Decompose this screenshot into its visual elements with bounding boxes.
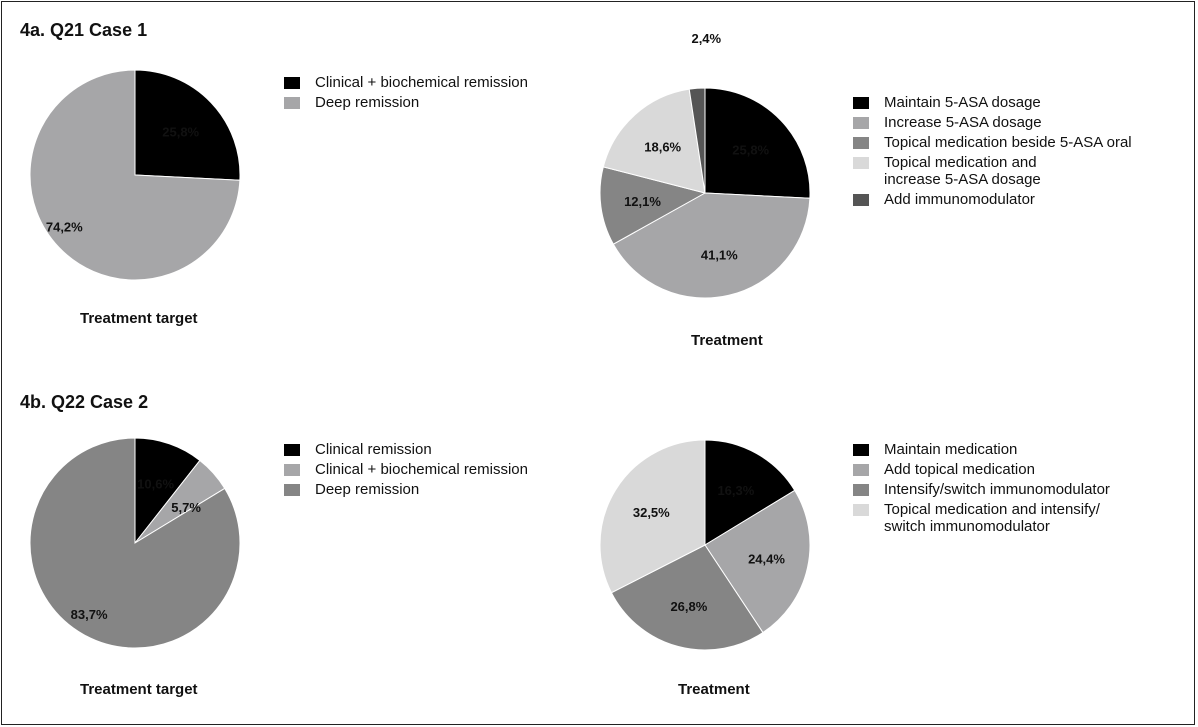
slice-label-topical-medication-and-intensify-switch-immunomodulator: 32,5% (633, 505, 670, 520)
legend-item-clinical-remission: Clinical remission (284, 441, 528, 458)
slice-label-topical-medication-and-increase-5-asa-dosage: 18,6% (644, 139, 681, 154)
legend-swatch (853, 484, 869, 496)
legend-item-add-topical-medication: Add topical medication (853, 461, 1110, 478)
slice-label-intensify-switch-immunomodulator: 26,8% (670, 599, 707, 614)
legend-swatch (284, 97, 300, 109)
legend-item-deep-remission: Deep remission (284, 481, 528, 498)
section-title-4a: 4a. Q21 Case 1 (20, 20, 148, 40)
pie-slice-topical-medication-and-increase-5-asa-dosage (602, 88, 706, 194)
pie-chart-4a-treatment-target: 25,8% 74,2% (29, 69, 241, 281)
legend-item-topical-medication-beside-5-asa-oral: Topical medication beside 5-ASA oral (853, 134, 1132, 151)
chart-caption-4b-left: Treatment target (80, 681, 198, 698)
legend-item-intensify-switch-immunomodulator: Intensify/switch immunomodulator (853, 481, 1110, 498)
pie-chart-4a-treatment: 25,8% 41,1% 12,1% 18,6% 2,4% (599, 31, 811, 299)
legend-swatch (853, 157, 869, 169)
legend-item-deep-remission: Deep remission (284, 94, 528, 111)
pie-slice-clinical-remission (134, 437, 201, 545)
pie-slice-topical-medication-and-intensify-switch-immunomodulator (599, 439, 706, 594)
legend-item-add-immunomodulator: Add immunomodulator (853, 191, 1132, 208)
legend-item-topical-medication-and-increase-5-asa-dosage: Topical medication and increase 5-ASA do… (853, 154, 1132, 188)
legend-label: Deep remission (315, 94, 420, 111)
chart-caption-4b-right: Treatment (678, 681, 750, 698)
legend-label: Clinical remission (315, 441, 432, 458)
legend-swatch (853, 137, 869, 149)
legend-swatch (853, 194, 869, 206)
legend-label: Topical medication and intensify/ switch… (884, 501, 1100, 535)
slice-label-increase-5-asa-dosage: 41,1% (701, 247, 738, 262)
legend-swatch (284, 444, 300, 456)
pie-chart-4b-treatment-target: 10,6% 5,7% 83,7% (29, 437, 241, 649)
pie-slice-maintain-5-asa-dosage (704, 87, 811, 199)
legend-swatch (853, 504, 869, 516)
legend-label: Intensify/switch immunomodulator (884, 481, 1110, 498)
section-title-4b: 4b. Q22 Case 2 (20, 392, 149, 412)
legend-swatch (284, 484, 300, 496)
slice-label-clinical-remission: 10,6% (137, 477, 174, 492)
legend-label: Increase 5-ASA dosage (884, 114, 1042, 131)
pie-chart-4b-treatment: 16,3% 24,4% 26,8% 32,5% (599, 439, 811, 651)
legend-swatch (853, 444, 869, 456)
legend-4a-right: Maintain 5-ASA dosage Increase 5-ASA dosa… (853, 94, 1132, 211)
legend-label: Deep remission (315, 481, 420, 498)
pie-slice-add-topical-medication (704, 489, 811, 634)
pie-slice-topical-medication-beside-5-asa-oral (599, 166, 707, 245)
legend-item-maintain-5-asa-dosage: Maintain 5-ASA dosage (853, 94, 1132, 111)
legend-label: Topical medication beside 5-ASA oral (884, 134, 1132, 151)
slice-label-add-immunomodulator: 2,4% (691, 31, 721, 46)
slice-label-deep-remission: 74,2% (46, 219, 83, 234)
legend-item-topical-medication-and-intensify-switch-immunomodulator: Topical medication and intensify/ switch… (853, 501, 1110, 535)
legend-label: Add immunomodulator (884, 191, 1035, 208)
legend-swatch (853, 97, 869, 109)
slice-label-add-topical-medication: 24,4% (748, 552, 785, 567)
legend-item-clinical-biochemical-remission: Clinical + biochemical remission (284, 74, 528, 91)
slice-label-maintain-5-asa-dosage: 25,8% (732, 143, 769, 158)
pie-slice-deep-remission (29, 69, 241, 281)
legend-label: Clinical + biochemical remission (315, 461, 528, 478)
slice-label-topical-medication-beside-5-asa-oral: 12,1% (624, 194, 661, 209)
legend-item-maintain-medication: Maintain medication (853, 441, 1110, 458)
legend-item-increase-5-asa-dosage: Increase 5-ASA dosage (853, 114, 1132, 131)
chart-caption-4a-left: Treatment target (80, 310, 198, 327)
slice-label-clinical-biochemical-remission: 5,7% (171, 500, 201, 515)
pie-slice-clinical-biochemical-remission (134, 69, 241, 181)
pie-slice-maintain-medication (704, 439, 796, 546)
legend-swatch (284, 77, 300, 89)
legend-label: Maintain 5-ASA dosage (884, 94, 1041, 111)
legend-label: Maintain medication (884, 441, 1018, 458)
legend-swatch (284, 464, 300, 476)
pie-slice-add-immunomodulator (688, 87, 706, 194)
legend-label: Clinical + biochemical remission (315, 74, 528, 91)
legend-4b-right: Maintain medication Add topical medicatio… (853, 441, 1110, 538)
legend-swatch (853, 464, 869, 476)
legend-4a-left: Clinical + biochemical remission Deep rem… (284, 74, 528, 114)
slice-label-deep-remission: 83,7% (71, 607, 108, 622)
slice-label-clinical-biochemical-remission: 25,8% (162, 125, 199, 140)
pie-slice-increase-5-asa-dosage (612, 192, 811, 299)
legend-label: Add topical medication (884, 461, 1035, 478)
slice-label-maintain-medication: 16,3% (717, 483, 754, 498)
pie-slice-intensify-switch-immunomodulator (610, 544, 764, 651)
legend-swatch (853, 117, 869, 129)
legend-label: Topical medication and increase 5-ASA do… (884, 154, 1041, 188)
legend-4b-left: Clinical remission Clinical + biochemical… (284, 441, 528, 501)
pie-slice-deep-remission (29, 437, 241, 649)
chart-caption-4a-right: Treatment (691, 332, 763, 349)
legend-item-clinical-biochemical-remission: Clinical + biochemical remission (284, 461, 528, 478)
